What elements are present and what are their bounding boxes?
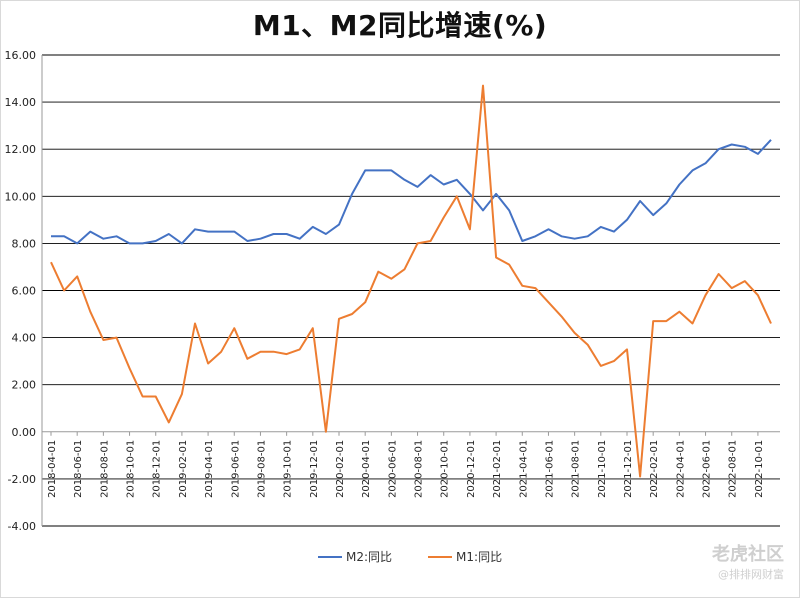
watermark-sub: @排排网财富	[718, 568, 784, 581]
y-tick-label: 14.00	[5, 96, 37, 109]
x-tick-label: 2019-10-01	[283, 440, 294, 498]
x-tick-label: 2021-02-01	[492, 440, 503, 498]
x-tick-label: 2018-06-01	[73, 440, 84, 498]
x-tick-label: 2020-08-01	[414, 440, 425, 498]
legend-item-m1: M1:同比	[428, 548, 502, 565]
gridlines	[41, 54, 780, 527]
y-tick-label: 12.00	[5, 143, 37, 156]
x-tick-label: 2021-10-01	[597, 440, 608, 498]
legend-swatch-m2	[318, 555, 342, 558]
y-tick-label: -2.00	[8, 473, 36, 486]
x-tick-label: 2020-04-01	[361, 440, 372, 498]
y-tick-label: 16.00	[5, 49, 37, 62]
watermark-main: 老虎社区	[712, 544, 784, 565]
series-line-m2	[51, 139, 772, 245]
x-tick-labels: 2018-04-01 2018-06-01 2018-08-01 2018-10-01…	[47, 431, 765, 498]
legend-swatch-m1	[428, 555, 453, 558]
y-tick-label: 2.00	[12, 379, 37, 392]
watermark: 老虎社区 @排排网财富	[712, 540, 784, 582]
x-tick-label: 2022-04-01	[675, 440, 686, 498]
x-tick-label: 2022-02-01	[649, 440, 660, 498]
x-tick-label: 2018-08-01	[99, 440, 110, 498]
chart-title: M1、M2同比增速(%)	[252, 9, 548, 42]
x-tick-label: 2020-02-01	[335, 440, 346, 498]
x-tick-label: 2018-12-01	[152, 440, 163, 498]
y-tick-label: 8.00	[12, 237, 37, 250]
x-tick-label: 2020-06-01	[387, 440, 398, 498]
series-lines	[50, 84, 772, 478]
x-tick-label: 2019-12-01	[309, 440, 320, 498]
y-tick-label: -4.00	[8, 520, 36, 533]
legend-item-m2: M2:同比	[318, 548, 392, 565]
legend: M2:同比 M1:同比	[318, 548, 502, 565]
x-tick-label: 2019-08-01	[256, 440, 267, 498]
x-tick-label: 2019-06-01	[230, 440, 241, 498]
legend-label-m1: M1:同比	[456, 550, 503, 564]
x-tick-label: 2018-10-01	[126, 440, 137, 498]
x-tick-label: 2021-12-01	[623, 440, 634, 498]
y-tick-label: 6.00	[12, 285, 37, 298]
x-tick-label: 2020-10-01	[440, 440, 451, 498]
x-tick-label: 2020-12-01	[466, 440, 477, 498]
y-tick-labels: 16.00 14.00 12.00 10.00 8.00 6.00 4.00 2.00 0.00…	[5, 49, 37, 533]
y-tick-label: 0.00	[12, 426, 37, 439]
x-tick-label: 2019-02-01	[178, 440, 189, 498]
x-tick-label: 2022-08-01	[728, 440, 739, 498]
x-tick-label: 2021-04-01	[518, 440, 529, 498]
x-tick-label: 2018-04-01	[47, 440, 58, 498]
y-tick-label: 10.00	[5, 190, 37, 203]
x-tick-label: 2022-10-01	[754, 440, 765, 498]
x-tick-label: 2019-04-01	[204, 440, 215, 498]
x-tick-label: 2021-06-01	[544, 440, 555, 498]
series-line-m1	[50, 84, 772, 478]
legend-label-m2: M2:同比	[346, 550, 393, 564]
x-tick-label: 2022-06-01	[702, 440, 713, 498]
y-tick-label: 4.00	[12, 332, 37, 345]
x-tick-label: 2021-08-01	[571, 440, 582, 498]
